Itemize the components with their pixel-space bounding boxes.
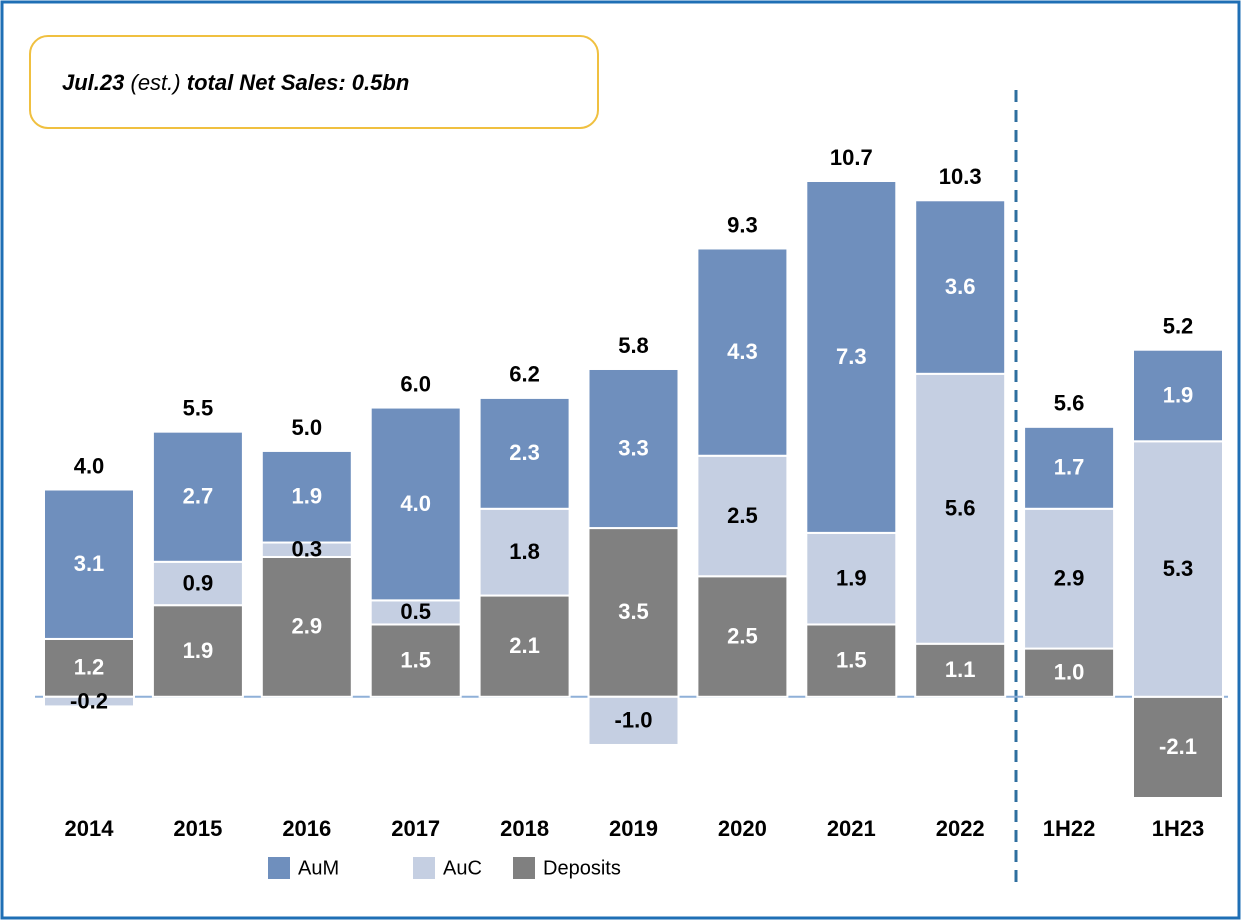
bar-segment: [914, 372, 1007, 645]
value-label: 3.6: [945, 274, 976, 299]
bar-segment: [587, 527, 680, 698]
value-label: 7.3: [836, 344, 867, 369]
total-label: 6.2: [509, 362, 540, 387]
value-label: 1.5: [836, 647, 867, 672]
annotation: Jul.23 (est.) total Net Sales: 0.5bn: [62, 70, 409, 95]
bar-segment: [914, 642, 1007, 698]
value-label: 0.5: [400, 599, 431, 624]
value-label: 1.7: [1054, 455, 1085, 480]
value-label: 1.9: [836, 565, 867, 590]
x-tick-label: 2014: [65, 816, 115, 841]
value-label: 1.1: [945, 657, 976, 682]
value-label: 0.9: [183, 570, 214, 595]
value-label: 0.3: [292, 537, 323, 562]
value-label: -1.0: [615, 708, 653, 733]
total-label: 4.0: [74, 453, 105, 478]
total-label: 5.5: [183, 395, 214, 420]
value-label: 3.5: [618, 599, 649, 624]
value-label: 1.9: [1163, 382, 1194, 407]
bar-segment: [696, 247, 789, 457]
bar-segment: [43, 488, 135, 640]
annotation-part: (est.): [131, 70, 181, 95]
value-label: 2.7: [183, 484, 214, 509]
bar-segment: [805, 531, 898, 626]
value-label: 3.1: [74, 551, 105, 576]
x-tick-label: 2020: [718, 816, 767, 841]
annotation-box: [29, 35, 599, 129]
value-label: 2.5: [727, 623, 758, 648]
bar-segment: [260, 555, 353, 698]
value-label: 2.1: [509, 633, 540, 658]
annotation-part: Jul.23: [62, 70, 124, 95]
legend-swatch: [513, 857, 535, 879]
value-label: -0.2: [70, 688, 108, 713]
value-label: 1.5: [400, 647, 431, 672]
x-tick-label: 2018: [500, 816, 549, 841]
x-tick-label: 1H23: [1152, 816, 1205, 841]
x-tick-label: 2021: [827, 816, 876, 841]
bar-segment: [43, 695, 135, 708]
bar-segment: [369, 406, 462, 602]
value-label: 3.3: [618, 435, 649, 460]
bar-segment: [369, 623, 462, 698]
legend-label: AuC: [443, 857, 482, 879]
total-label: 5.2: [1163, 314, 1194, 339]
total-label: 5.8: [618, 333, 649, 358]
total-label: 5.0: [292, 415, 323, 440]
value-label: 2.9: [292, 614, 323, 639]
value-label: 4.3: [727, 339, 758, 364]
value-label: 2.5: [727, 503, 758, 528]
bar-segment: [151, 560, 244, 607]
bar-segment: [478, 396, 571, 510]
total-label: 9.3: [727, 212, 758, 237]
legend-label: Deposits: [543, 857, 621, 879]
value-label: 5.6: [945, 496, 976, 521]
bar-segment: [1132, 440, 1224, 698]
bar-segment: [151, 430, 244, 563]
total-label: 10.7: [830, 145, 873, 170]
bar-segment: [1023, 507, 1116, 650]
bar-segment: [914, 199, 1007, 375]
value-label: 1.8: [509, 539, 540, 564]
bar-segment: [587, 695, 680, 746]
total-label: 5.6: [1054, 391, 1085, 416]
bar-segment: [369, 599, 462, 626]
value-label: 2.9: [1054, 565, 1085, 590]
annotation-part: total Net Sales: 0.5bn: [187, 70, 410, 95]
value-label: -2.1: [1159, 734, 1197, 759]
x-tick-label: 2019: [609, 816, 658, 841]
x-tick-label: 2017: [391, 816, 440, 841]
bar-segment: [1023, 647, 1116, 698]
legend-swatch: [413, 857, 435, 879]
value-label: 1.9: [183, 638, 214, 663]
bar-segment: [260, 449, 353, 544]
bar-segment: [696, 454, 789, 578]
value-label: 5.3: [1163, 556, 1194, 581]
value-label: 2.3: [509, 440, 540, 465]
bar-segment: [696, 575, 789, 698]
value-label: 1.2: [74, 655, 105, 680]
x-tick-label: 2015: [173, 816, 222, 841]
bar-segment: [587, 367, 680, 530]
bar-segment: [805, 623, 898, 698]
legend-label: AuM: [298, 857, 339, 879]
bar-segment: [478, 594, 571, 698]
x-tick-label: 2022: [936, 816, 985, 841]
legend-swatch: [268, 857, 290, 879]
x-tick-label: 1H22: [1043, 816, 1096, 841]
value-label: 1.9: [292, 484, 323, 509]
bar-segment: [805, 180, 898, 534]
value-label: 1.0: [1054, 659, 1085, 684]
total-label: 6.0: [400, 371, 431, 396]
value-label: 4.0: [400, 491, 431, 516]
total-label: 10.3: [939, 164, 982, 189]
x-tick-label: 2016: [282, 816, 331, 841]
bar-segment: [1132, 348, 1224, 443]
bar-segment: [1023, 425, 1116, 510]
